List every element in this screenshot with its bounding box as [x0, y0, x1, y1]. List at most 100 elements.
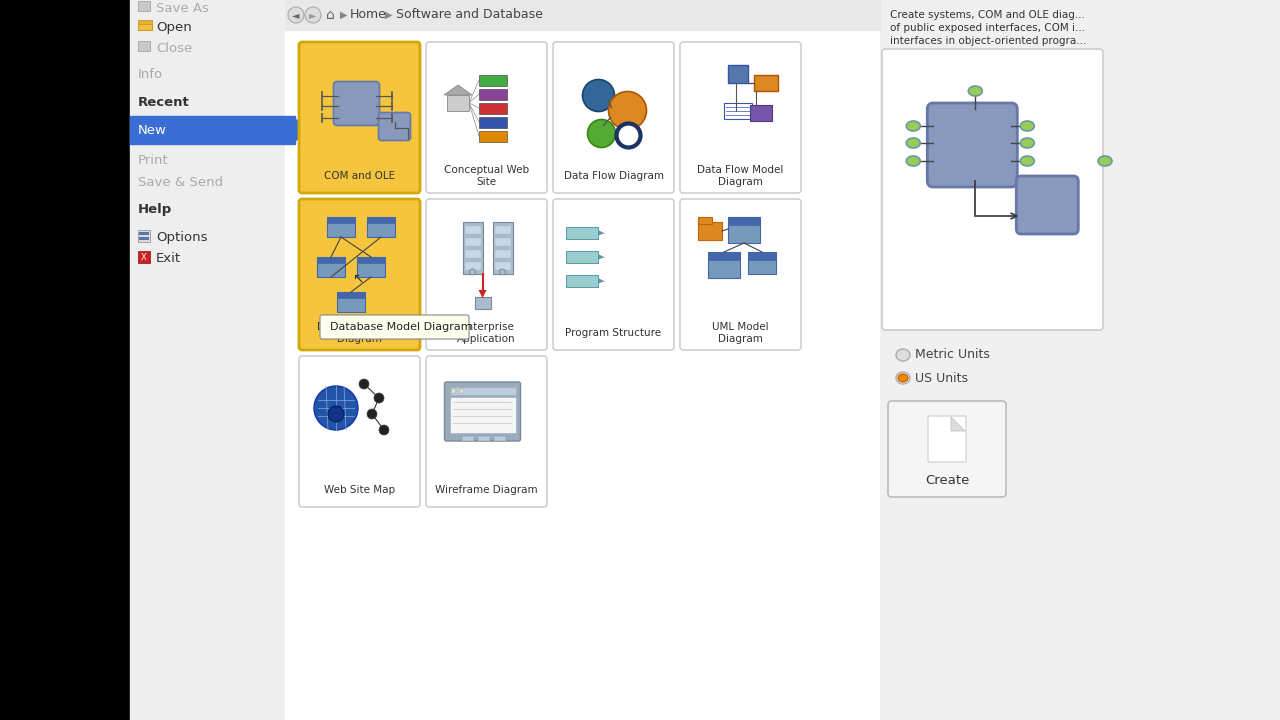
FancyBboxPatch shape	[888, 401, 1006, 497]
Bar	[449, 387, 516, 395]
Text: Enterprise
Application: Enterprise Application	[457, 322, 516, 344]
Bar	[698, 222, 722, 240]
Bar	[494, 262, 511, 270]
Bar	[367, 217, 396, 237]
Bar	[462, 222, 483, 274]
Text: interfaces in object-oriented progra...: interfaces in object-oriented progra...	[890, 36, 1087, 46]
Bar	[367, 217, 396, 223]
FancyBboxPatch shape	[426, 356, 547, 507]
Bar	[750, 105, 772, 121]
FancyBboxPatch shape	[927, 103, 1018, 187]
FancyBboxPatch shape	[928, 416, 966, 462]
FancyBboxPatch shape	[379, 112, 411, 140]
Bar	[566, 251, 598, 263]
Bar	[138, 41, 150, 51]
Text: US Units: US Units	[915, 372, 968, 384]
Text: Save As: Save As	[156, 1, 209, 14]
Circle shape	[499, 269, 506, 275]
Text: New: New	[138, 124, 166, 137]
Bar	[566, 227, 598, 239]
Circle shape	[617, 124, 640, 148]
Bar	[727, 65, 748, 83]
FancyBboxPatch shape	[426, 199, 547, 350]
Bar	[462, 436, 474, 441]
Bar	[138, 1, 150, 11]
Text: Print: Print	[138, 153, 169, 166]
Bar	[465, 238, 480, 246]
Text: Database Model Diagram: Database Model Diagram	[330, 322, 471, 332]
Bar	[326, 217, 355, 223]
Bar	[131, 116, 294, 144]
Bar	[475, 297, 490, 309]
Text: Metric Units: Metric Units	[915, 348, 989, 361]
Polygon shape	[444, 85, 472, 95]
Bar	[357, 257, 385, 277]
Text: ▶: ▶	[385, 10, 393, 20]
Bar	[479, 103, 507, 114]
Text: ⌂: ⌂	[325, 8, 334, 22]
Bar	[728, 217, 760, 225]
FancyBboxPatch shape	[680, 42, 801, 193]
Bar	[494, 226, 511, 234]
Polygon shape	[479, 290, 486, 298]
Text: ↖: ↖	[352, 271, 364, 285]
Circle shape	[379, 425, 389, 435]
Bar	[494, 436, 506, 441]
Bar	[465, 226, 480, 234]
Bar	[477, 436, 489, 441]
Ellipse shape	[1098, 156, 1112, 166]
Text: Help: Help	[138, 204, 173, 217]
Text: Program Structure: Program Structure	[566, 328, 662, 338]
Bar	[465, 250, 480, 258]
FancyBboxPatch shape	[553, 199, 675, 350]
Bar	[447, 95, 468, 111]
Bar	[479, 89, 507, 100]
Bar	[337, 292, 365, 298]
Bar	[0, 0, 131, 720]
Bar	[357, 257, 385, 263]
Circle shape	[460, 389, 465, 394]
Text: Home: Home	[349, 9, 387, 22]
Polygon shape	[951, 417, 965, 431]
FancyBboxPatch shape	[426, 42, 547, 193]
Text: ►: ►	[310, 10, 316, 20]
Text: Create systems, COM and OLE diag...: Create systems, COM and OLE diag...	[890, 10, 1085, 20]
Circle shape	[588, 120, 616, 148]
Polygon shape	[598, 278, 604, 284]
Ellipse shape	[906, 121, 920, 131]
Text: Wireframe Diagram: Wireframe Diagram	[435, 485, 538, 495]
Circle shape	[328, 406, 344, 422]
Bar	[566, 275, 598, 287]
Circle shape	[451, 389, 456, 394]
Circle shape	[314, 386, 358, 430]
Bar	[494, 238, 511, 246]
Circle shape	[374, 393, 384, 403]
Polygon shape	[598, 230, 604, 236]
Text: COM and OLE: COM and OLE	[324, 171, 396, 181]
Text: Database Model
Diagram: Database Model Diagram	[317, 322, 402, 344]
Circle shape	[288, 7, 305, 23]
Text: Exit: Exit	[156, 251, 182, 264]
Bar	[337, 292, 365, 312]
Bar	[723, 103, 751, 119]
Text: Open: Open	[156, 22, 192, 35]
Bar	[754, 75, 777, 91]
Bar	[728, 217, 760, 243]
Bar	[748, 252, 776, 260]
Ellipse shape	[1020, 156, 1034, 166]
Text: Close: Close	[156, 42, 192, 55]
FancyBboxPatch shape	[300, 356, 420, 507]
Text: Data Flow Model
Diagram: Data Flow Model Diagram	[698, 165, 783, 187]
Bar	[493, 222, 512, 274]
Text: Web Site Map: Web Site Map	[324, 485, 396, 495]
Circle shape	[470, 269, 475, 275]
FancyBboxPatch shape	[300, 199, 420, 350]
Ellipse shape	[899, 374, 908, 382]
Circle shape	[367, 409, 378, 419]
Text: Recent: Recent	[138, 96, 189, 109]
Text: X: X	[141, 253, 147, 263]
Bar	[465, 262, 480, 270]
Ellipse shape	[896, 349, 910, 361]
FancyBboxPatch shape	[1016, 176, 1078, 234]
Text: Info: Info	[138, 68, 163, 81]
